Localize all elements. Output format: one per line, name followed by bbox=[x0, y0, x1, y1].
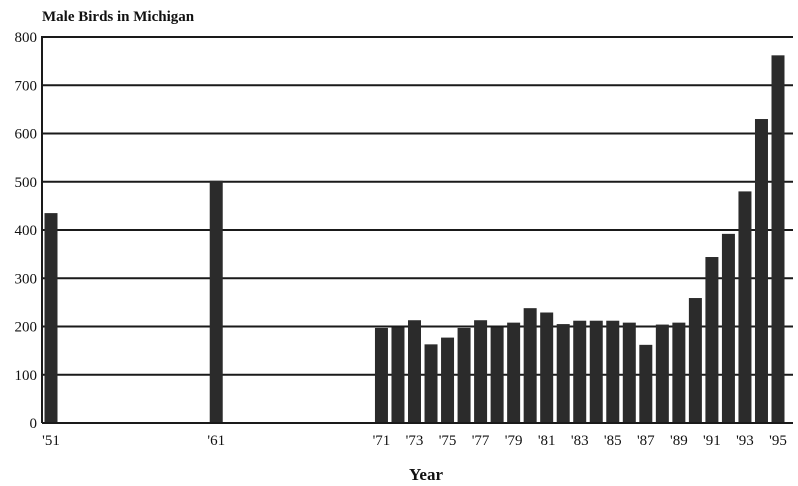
bar-1983 bbox=[573, 320, 587, 423]
x-tick-label: '81 bbox=[538, 433, 556, 449]
y-tick-label: 700 bbox=[15, 78, 38, 94]
x-tick-label: '75 bbox=[439, 433, 457, 449]
x-tick-label: '85 bbox=[604, 433, 622, 449]
bar-1976 bbox=[457, 327, 471, 423]
y-tick-label: 300 bbox=[15, 271, 38, 287]
y-axis-ticks: 0 100 200 300 400 500 600 700 800 bbox=[15, 30, 38, 432]
x-tick-label: '61 bbox=[207, 433, 225, 449]
y-tick-label: 400 bbox=[15, 223, 38, 239]
gridlines bbox=[42, 36, 793, 376]
bar-1975 bbox=[441, 337, 455, 423]
bar-1977 bbox=[474, 320, 488, 423]
bar-1981 bbox=[540, 312, 554, 423]
x-tick-label: '83 bbox=[571, 433, 589, 449]
y-tick-label: 0 bbox=[30, 416, 38, 432]
x-tick-label: '93 bbox=[736, 433, 754, 449]
x-tick-label: '79 bbox=[505, 433, 523, 449]
bar-1984 bbox=[589, 320, 603, 423]
y-tick-label: 500 bbox=[15, 175, 38, 191]
y-tick-label: 800 bbox=[15, 30, 38, 46]
chart-title: Male Birds in Michigan bbox=[42, 9, 195, 25]
x-tick-label: '71 bbox=[373, 433, 391, 449]
bar-1988 bbox=[655, 324, 669, 423]
x-tick-label: '87 bbox=[637, 433, 655, 449]
bar-1974 bbox=[424, 344, 438, 423]
bar-1985 bbox=[606, 320, 620, 423]
x-tick-label: '89 bbox=[670, 433, 688, 449]
bar-1989 bbox=[672, 322, 686, 423]
bar-1978 bbox=[490, 327, 504, 423]
x-axis-label: Year bbox=[409, 465, 443, 484]
bar-1961 bbox=[209, 180, 223, 423]
x-tick-label: '91 bbox=[703, 433, 721, 449]
bars bbox=[44, 55, 785, 424]
bar-1994 bbox=[754, 119, 768, 424]
bar-1971 bbox=[374, 327, 388, 423]
bar-1991 bbox=[705, 257, 719, 423]
x-tick-label: '77 bbox=[472, 433, 490, 449]
bar-1990 bbox=[688, 298, 702, 423]
x-tick-label: '73 bbox=[406, 433, 424, 449]
bar-1980 bbox=[523, 308, 537, 423]
y-tick-label: 200 bbox=[15, 320, 38, 336]
bar-1973 bbox=[408, 320, 421, 423]
bar-1992 bbox=[721, 233, 735, 423]
y-tick-label: 600 bbox=[15, 127, 38, 143]
bar-1972 bbox=[391, 327, 405, 423]
x-tick-label: '95 bbox=[769, 433, 787, 449]
bar-1986 bbox=[622, 322, 636, 423]
bar-1987 bbox=[639, 344, 653, 423]
y-tick-label: 100 bbox=[15, 368, 38, 384]
x-tick-label: '51 bbox=[42, 433, 60, 449]
bar-1995 bbox=[771, 55, 785, 424]
bar-1993 bbox=[738, 191, 752, 423]
bar-1982 bbox=[556, 324, 570, 423]
x-axis-ticks: '51 '61 '71 '73 '75 '77 '79 '81 '83 '85 '87 '89 '91 '… bbox=[42, 433, 787, 449]
bar-1979 bbox=[507, 322, 521, 423]
bar-1951 bbox=[44, 213, 58, 423]
